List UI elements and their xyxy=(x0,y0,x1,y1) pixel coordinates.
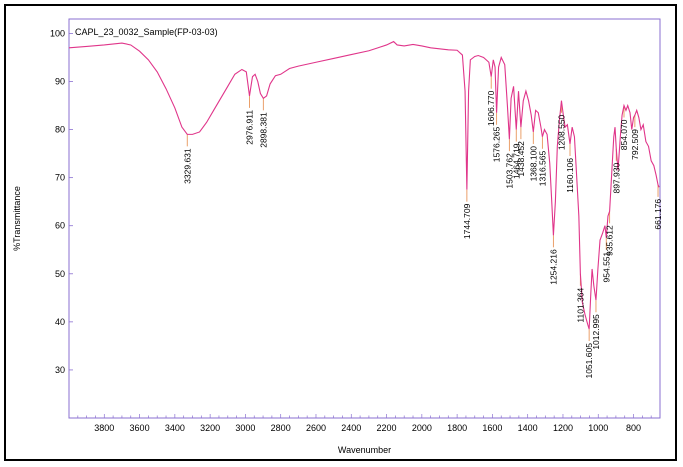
peak-label: 1503.762 xyxy=(504,153,514,189)
x-tick-label: 3600 xyxy=(130,423,150,433)
peak-label: 1316.565 xyxy=(537,151,547,187)
peak-label: 1208.550 xyxy=(556,114,566,150)
x-tick-label: 3800 xyxy=(94,423,114,433)
x-tick-label: 2200 xyxy=(377,423,397,433)
x-tick-label: 2800 xyxy=(271,423,291,433)
plot-area-border xyxy=(68,18,661,419)
peak-label: 2976.911 xyxy=(244,110,254,145)
y-tick-label: 30 xyxy=(55,365,65,375)
x-tick-label: 3400 xyxy=(165,423,185,433)
y-tick-label: 100 xyxy=(50,28,65,38)
x-tick-label: 1000 xyxy=(588,423,608,433)
peak-label: 661.176 xyxy=(653,199,663,230)
y-tick-label: 40 xyxy=(55,317,65,327)
peak-label: 897.930 xyxy=(611,163,621,194)
ir-spectrum-chart: CAPL_23_0032_Sample(FP-03-03) %Transmitt… xyxy=(12,18,663,455)
transmittance-series-line xyxy=(68,40,660,330)
peak-label: 935.612 xyxy=(605,225,615,256)
peak-label: 1368.100 xyxy=(528,146,538,182)
y-tick-label: 50 xyxy=(55,269,65,279)
figure-frame: CAPL_23_0032_Sample(FP-03-03) %Transmitt… xyxy=(4,4,677,461)
x-axis-ticks: 3800 3600 3400 3200 3000 2800 2600 2400 2200 2000… xyxy=(77,414,652,433)
x-tick-label: 2600 xyxy=(306,423,326,433)
peak-label: 1051.605 xyxy=(584,343,594,379)
peak-label: 792.509 xyxy=(630,129,640,160)
y-tick-label: 60 xyxy=(55,221,65,231)
peak-label: 1254.216 xyxy=(548,249,558,285)
x-tick-label: 800 xyxy=(626,423,641,433)
peak-label: 2898.381 xyxy=(258,112,268,148)
peak-label: 1160.106 xyxy=(565,158,575,193)
x-tick-label: 1400 xyxy=(518,423,538,433)
peak-label: 1744.709 xyxy=(462,203,472,239)
peak-label: 1576.265 xyxy=(492,126,502,162)
y-tick-label: 70 xyxy=(55,173,65,183)
peak-label: 1464.719 xyxy=(511,143,521,179)
x-axis-title: Wavenumber xyxy=(338,445,391,455)
peak-label: 1012.995 xyxy=(591,314,601,350)
y-tick-label: 80 xyxy=(55,125,65,135)
x-tick-label: 2000 xyxy=(412,423,432,433)
x-tick-label: 1800 xyxy=(447,423,467,433)
peak-labels: 3329.631 2976.911 2898.381 1744.709 1606.770… xyxy=(182,90,663,378)
x-tick-label: 3200 xyxy=(200,423,220,433)
y-axis-title: %Transmittance xyxy=(12,186,22,251)
peak-label: 1101.364 xyxy=(575,288,585,323)
peak-label: 1606.770 xyxy=(486,90,496,126)
peak-label: 854.070 xyxy=(619,119,629,150)
peak-label: 3329.631 xyxy=(182,148,192,184)
y-axis-ticks: 30 40 50 60 70 80 90 100 xyxy=(50,28,73,375)
x-tick-label: 2400 xyxy=(341,423,361,433)
peak-label: 954.551 xyxy=(601,251,611,282)
chart-title: CAPL_23_0032_Sample(FP-03-03) xyxy=(75,27,218,37)
y-tick-label: 90 xyxy=(55,76,65,86)
peak-label: 1438.452 xyxy=(516,141,526,177)
x-tick-label: 1200 xyxy=(553,423,573,433)
x-tick-label: 1600 xyxy=(482,423,502,433)
x-tick-label: 3000 xyxy=(235,423,255,433)
